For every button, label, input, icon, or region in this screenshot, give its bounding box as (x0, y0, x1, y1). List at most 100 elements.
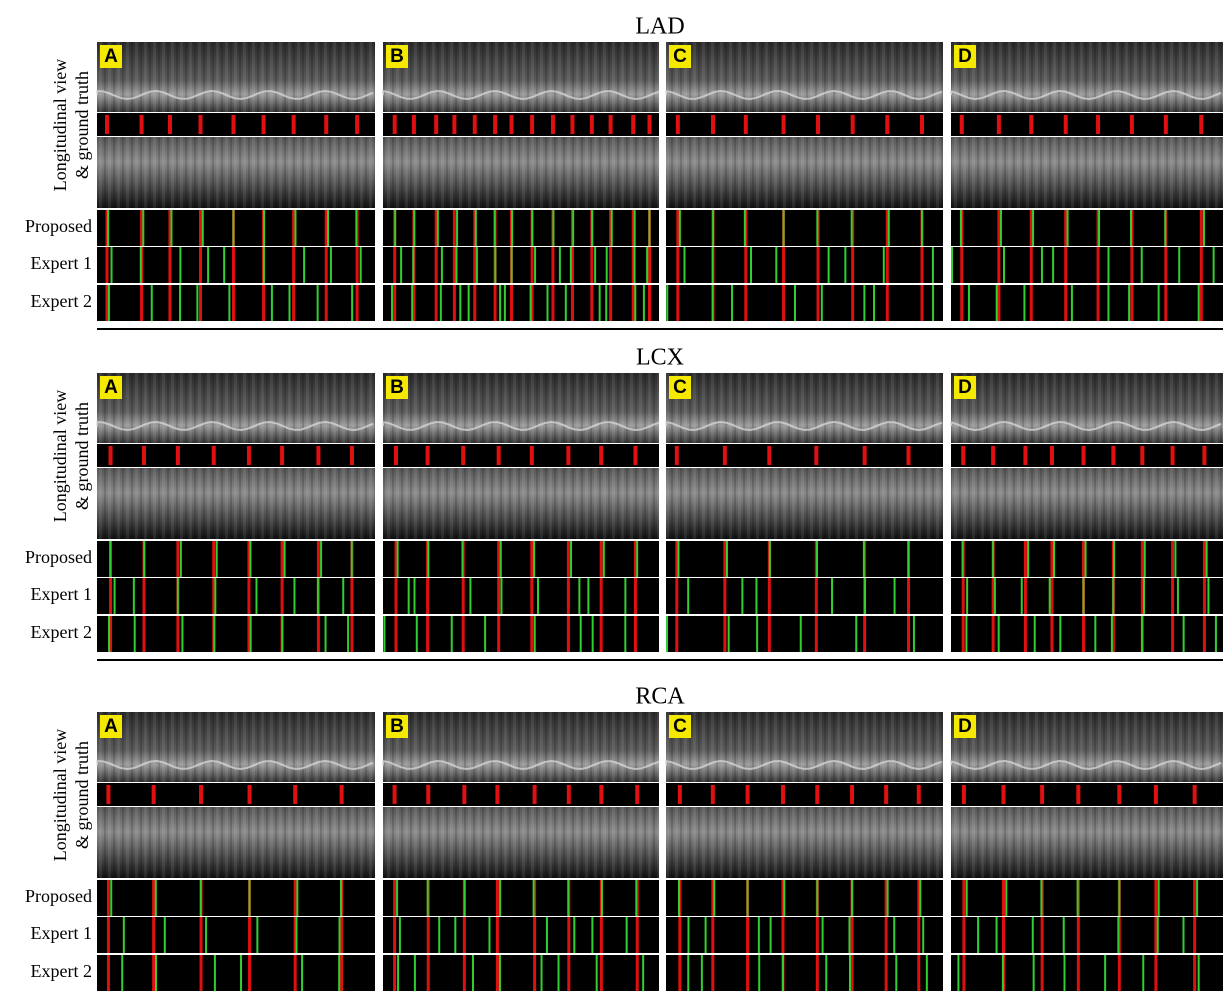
gt-line (1050, 616, 1053, 652)
pred-line (214, 955, 216, 991)
marker-band (666, 783, 943, 806)
pred-line (712, 285, 714, 321)
track-row (97, 210, 375, 246)
pred-line (605, 285, 607, 321)
pred-line (678, 880, 680, 916)
pred-line (1032, 210, 1034, 246)
gt-marker (1064, 115, 1068, 134)
gt-marker (262, 115, 266, 134)
gt-marker (885, 115, 889, 134)
gt-line (1200, 247, 1203, 283)
gt-marker (746, 785, 750, 804)
gt-marker (292, 115, 296, 134)
gt-line (200, 955, 203, 991)
gt-marker (426, 446, 430, 465)
gt-line (600, 578, 603, 614)
track-row (666, 285, 943, 321)
section-title: LAD (635, 14, 684, 40)
gt-line (292, 285, 295, 321)
pred-line (472, 955, 474, 991)
gt-marker (280, 446, 284, 465)
gt-marker (473, 115, 477, 134)
gt-line (1130, 285, 1133, 321)
pred-line (966, 880, 968, 916)
gt-line (962, 955, 965, 991)
gt-line (1203, 616, 1206, 652)
gt-marker (493, 115, 497, 134)
track-row (951, 880, 1223, 916)
gt-marker (961, 446, 965, 465)
pred-line (170, 210, 172, 246)
view-label: & ground truth (72, 402, 92, 510)
gt-line (632, 285, 635, 321)
gt-line (962, 917, 965, 953)
gt-line (462, 578, 465, 614)
gt-line (142, 578, 145, 614)
track-row (97, 917, 375, 953)
gt-line (340, 955, 343, 991)
track-row (666, 578, 943, 614)
pred-line (1094, 616, 1096, 652)
gt-line (600, 955, 603, 991)
gt-line (107, 880, 110, 916)
gt-marker (631, 115, 635, 134)
view-label: & ground truth (72, 741, 92, 849)
gt-marker (851, 115, 855, 134)
pred-line (821, 285, 823, 321)
track-row (383, 917, 659, 953)
pred-line (922, 917, 924, 953)
pred-line (800, 616, 802, 652)
pred-line (1198, 955, 1200, 991)
panel-letter: A (104, 46, 118, 67)
gt-line (533, 955, 536, 991)
gt-line (746, 917, 749, 953)
gt-marker (105, 115, 109, 134)
pred-line (687, 955, 689, 991)
pred-line (558, 955, 560, 991)
gt-marker (247, 446, 251, 465)
gt-line (325, 285, 328, 321)
panel: D (951, 712, 1223, 991)
panel: A (97, 373, 375, 652)
pred-line (213, 616, 215, 652)
gt-line (281, 578, 284, 614)
pred-line (1053, 541, 1055, 577)
pred-line (855, 616, 857, 652)
oct-texture (666, 373, 943, 443)
gt-line (675, 578, 678, 614)
gt-line (921, 247, 924, 283)
pred-line (400, 247, 402, 283)
gt-line (317, 541, 320, 577)
gt-line (590, 285, 593, 321)
gt-marker (678, 785, 682, 804)
pred-line (1142, 955, 1144, 991)
pred-line (413, 578, 415, 614)
pred-line (1112, 578, 1114, 614)
pred-line (816, 541, 818, 577)
track-row (383, 247, 659, 283)
pred-line (701, 955, 703, 991)
pred-line (741, 578, 743, 614)
gt-marker (1171, 446, 1175, 465)
section-title: LCX (636, 345, 684, 371)
gt-line (648, 247, 651, 283)
row-label: Expert 2 (31, 291, 92, 311)
pred-line (755, 578, 757, 614)
gt-line (782, 247, 785, 283)
gt-marker (109, 446, 113, 465)
pred-line (416, 616, 418, 652)
gt-marker (815, 785, 819, 804)
view-label: Longitudinal view (50, 390, 70, 522)
pred-line (611, 210, 613, 246)
gt-line (292, 247, 295, 283)
pred-line (750, 247, 752, 283)
row-label: Expert 1 (31, 253, 92, 273)
pred-line (1206, 541, 1208, 577)
gt-line (678, 917, 681, 953)
pred-line (1002, 955, 1004, 991)
pred-line (1213, 247, 1215, 283)
gt-marker (675, 446, 679, 465)
gt-line (152, 880, 155, 916)
gt-line (1030, 285, 1033, 321)
gt-line (350, 616, 353, 652)
